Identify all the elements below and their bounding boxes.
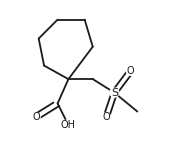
Circle shape [62,119,74,131]
Circle shape [109,87,120,98]
Circle shape [101,112,111,122]
Text: S: S [111,88,118,98]
Text: O: O [103,112,110,122]
Circle shape [126,66,136,76]
Text: OH: OH [61,120,76,130]
Text: O: O [127,66,135,76]
Text: O: O [32,112,40,122]
Circle shape [31,112,41,122]
